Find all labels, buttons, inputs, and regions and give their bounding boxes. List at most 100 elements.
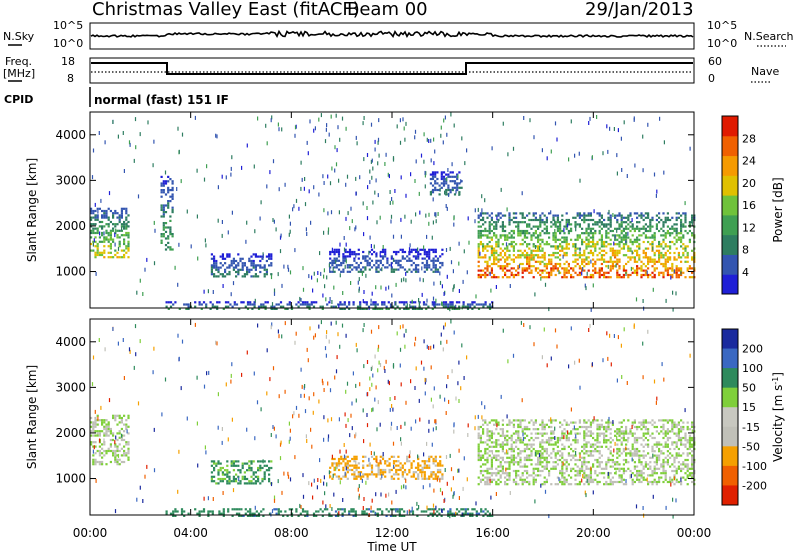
- velocity-echo-cell: [609, 483, 612, 486]
- power-noise-cell: [570, 119, 572, 124]
- velocity-echo-cell: [677, 421, 680, 424]
- power-echo-cell: [411, 305, 415, 308]
- velocity-echo-cell: [642, 456, 645, 459]
- velocity-echo-cell: [232, 475, 235, 478]
- velocity-echo-cell: [519, 436, 522, 440]
- velocity-echo-cell: [237, 482, 240, 485]
- power-echo-cell: [94, 251, 97, 254]
- velocity-echo-cell: [94, 423, 97, 426]
- power-echo-cell: [228, 270, 231, 274]
- power-echo-cell: [301, 303, 305, 306]
- power-echo-cell: [395, 268, 398, 271]
- power-echo-cell: [486, 249, 489, 252]
- power-echo-cell: [589, 276, 592, 279]
- power-echo-cell: [495, 256, 498, 259]
- velocity-echo-cell: [545, 432, 548, 435]
- power-echo-cell: [596, 212, 599, 215]
- power-echo-cell: [420, 307, 423, 310]
- velocity-echo-cell: [98, 463, 101, 466]
- velocity-echo-cell: [583, 452, 586, 455]
- velocity-echo-cell: [346, 471, 349, 474]
- velocity-echo-cell: [495, 419, 498, 422]
- velocity-echo-cell: [219, 466, 222, 470]
- power-echo-cell: [510, 234, 513, 237]
- velocity-echo-cell: [583, 430, 586, 433]
- power-echo-cell: [431, 171, 435, 174]
- power-echo-cell: [658, 273, 661, 277]
- velocity-echo-cell: [441, 464, 444, 467]
- power-noise-cell: [432, 296, 435, 301]
- velocity-echo-cell: [396, 508, 399, 511]
- velocity-echo-cell: [213, 475, 216, 478]
- velocity-echo-cell: [394, 514, 397, 517]
- velocity-echo-cell: [101, 460, 104, 464]
- power-noise-cell: [614, 234, 616, 239]
- power-echo-cell: [477, 216, 480, 219]
- power-noise-cell: [259, 216, 261, 221]
- power-echo-cell: [611, 251, 614, 255]
- velocity-echo-cell: [353, 455, 356, 458]
- velocity-echo-cell: [539, 423, 542, 426]
- power-echo-cell: [444, 303, 448, 306]
- power-echo-cell: [519, 234, 522, 237]
- power-echo-cell: [618, 265, 621, 268]
- power-echo-cell: [506, 265, 509, 268]
- power-echo-cell: [638, 245, 641, 248]
- power-noise-cell: [670, 275, 672, 280]
- power-echo-cell: [224, 301, 228, 304]
- power-echo-cell: [428, 253, 431, 256]
- velocity-echo-cell: [541, 465, 544, 468]
- power-noise-cell: [320, 113, 322, 118]
- power-echo-cell: [94, 216, 97, 219]
- power-echo-cell: [477, 269, 480, 272]
- velocity-echo-cell: [353, 464, 356, 467]
- power-echo-cell: [592, 223, 595, 226]
- power-echo-cell: [222, 307, 225, 310]
- velocity-echo-cell: [120, 416, 123, 420]
- power-echo-cell: [167, 189, 170, 192]
- power-echo-cell: [116, 229, 119, 232]
- velocity-echo-cell: [537, 461, 540, 464]
- velocity-echo-cell: [541, 454, 544, 457]
- power-echo-cell: [545, 227, 548, 230]
- velocity-echo-cell: [512, 441, 515, 444]
- velocity-echo-cell: [545, 480, 548, 484]
- power-noise-cell: [94, 202, 96, 207]
- velocity-echo-cell: [521, 430, 524, 433]
- power-echo-cell: [490, 269, 493, 272]
- power-echo-cell: [167, 301, 170, 304]
- velocity-echo-cell: [477, 458, 480, 462]
- power-echo-cell: [381, 264, 385, 267]
- velocity-echo-cell: [691, 454, 694, 457]
- velocity-echo-cell: [543, 447, 546, 451]
- power-noise-cell: [372, 200, 374, 205]
- velocity-echo-cell: [501, 472, 504, 475]
- velocity-echo-cell: [521, 428, 524, 431]
- power-echo-cell: [165, 305, 168, 308]
- velocity-echo-cell: [636, 428, 639, 431]
- power-noise-cell: [332, 266, 334, 271]
- velocity-echo-cell: [479, 480, 482, 484]
- power-echo-cell: [572, 254, 575, 257]
- velocity-echo-cell: [401, 466, 404, 469]
- velocity-echo-cell: [346, 462, 349, 465]
- power-echo-cell: [386, 266, 389, 269]
- velocity-echo-cell: [506, 472, 509, 475]
- velocity-echo-cell: [254, 471, 257, 474]
- velocity-echo-cell: [251, 512, 254, 515]
- velocity-echo-cell: [587, 476, 590, 479]
- power-noise-cell: [328, 263, 330, 268]
- velocity-echo-cell: [517, 434, 520, 437]
- power-echo-cell: [627, 276, 630, 279]
- velocity-echo-cell: [510, 450, 513, 453]
- power-echo-cell: [680, 229, 683, 233]
- power-echo-cell: [552, 223, 555, 226]
- power-echo-cell: [167, 186, 170, 189]
- power-echo-cell: [519, 212, 522, 215]
- velocity-echo-cell: [123, 423, 126, 426]
- velocity-echo-cell: [649, 456, 652, 459]
- power-echo-cell: [673, 236, 676, 239]
- power-echo-cell: [554, 273, 557, 277]
- power-echo-cell: [265, 273, 268, 276]
- power-echo-cell: [425, 268, 429, 271]
